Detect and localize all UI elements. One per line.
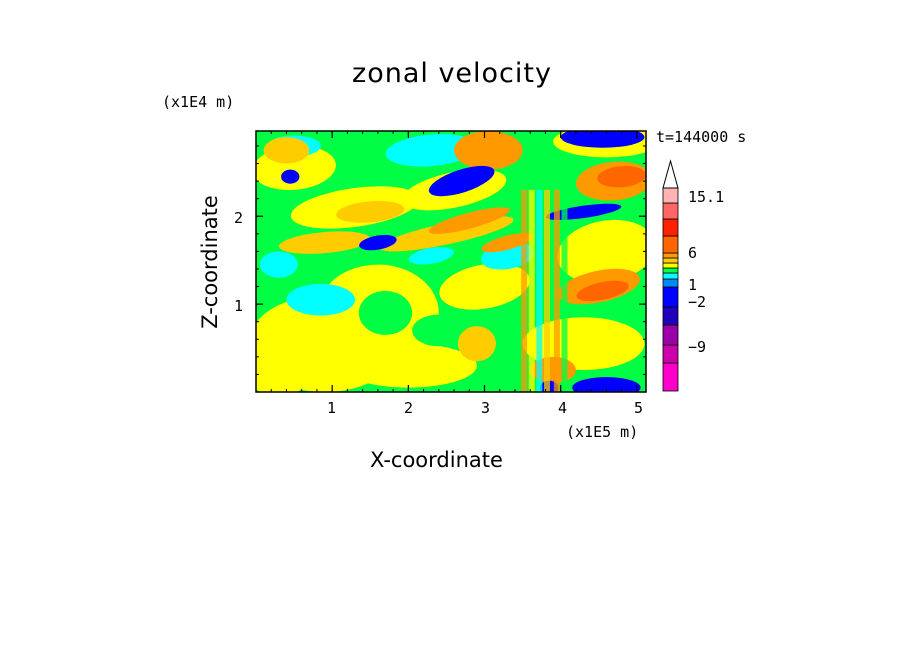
colorbar-label: −9 (688, 338, 707, 356)
contour-stripe (536, 189, 543, 392)
x-tick-label: 3 (481, 399, 491, 417)
timestamp-label: t=144000 s (656, 128, 747, 146)
contour-region (428, 165, 495, 197)
colorbar-swatch (662, 306, 679, 326)
contour-stripe (528, 189, 535, 392)
colorbar-swatch (662, 187, 679, 204)
contour-region (256, 352, 310, 392)
colorbar-swatch (662, 362, 679, 392)
colorbar-swatch (662, 272, 679, 280)
y-axis-multiplier: (x1E4 m) (162, 93, 235, 111)
contour-stripe (553, 189, 560, 392)
colorbar-swatch (662, 218, 679, 237)
y-tick-label: 2 (234, 209, 244, 227)
contour-region (439, 263, 530, 310)
y-tick-label: 1 (234, 297, 244, 315)
x-axis-label: X-coordinate (370, 448, 503, 472)
colorbar-label: 15.1 (688, 188, 725, 206)
contour-region (263, 137, 310, 164)
contour-region (597, 165, 646, 188)
contour-region (560, 131, 645, 148)
colorbar-label: 1 (688, 276, 698, 294)
contour-region (279, 231, 371, 254)
contour-region (522, 317, 645, 371)
axis-tick-marks (255, 131, 646, 392)
colorbar-swatch (662, 324, 679, 346)
contour-region (572, 377, 641, 392)
x-tick-label: 5 (634, 399, 644, 417)
colorbar-swatch (662, 257, 679, 264)
colorbar-arrow (662, 159, 679, 189)
contour-region (385, 134, 477, 167)
contour-region (286, 283, 356, 316)
colorbar-label: −2 (688, 293, 707, 311)
x-axis-multiplier: (x1E5 m) (566, 423, 639, 441)
contour-region (454, 131, 523, 170)
colorbar-swatch (662, 235, 679, 254)
contour-stripe (543, 189, 550, 392)
contour-region (281, 169, 300, 184)
colorbar-swatch (662, 202, 679, 220)
contour-region (359, 234, 397, 251)
colorbar-swatch (662, 344, 679, 364)
colorbar-swatch (662, 278, 679, 288)
plot-frame (255, 130, 647, 393)
contour-region (412, 314, 466, 347)
contour-region (428, 207, 510, 234)
contour-region (457, 326, 496, 362)
x-tick-label: 1 (327, 399, 337, 417)
chart-title: zonal velocity (352, 58, 552, 89)
colorbar-label: 6 (688, 244, 698, 262)
colorbar (662, 159, 679, 392)
colorbar-swatch (662, 286, 679, 308)
contour-region (336, 200, 405, 223)
contour-stripe (561, 189, 568, 392)
contour-region (339, 343, 477, 388)
x-tick-label: 2 (404, 399, 414, 417)
contour-region (358, 290, 413, 335)
contour-region (481, 232, 534, 253)
contour-region (408, 247, 454, 265)
contour-field (256, 131, 646, 392)
contour-region (259, 251, 298, 278)
contour-region (557, 219, 646, 283)
x-tick-label: 4 (558, 399, 568, 417)
colorbar-swatch (662, 267, 679, 274)
contour-region (576, 280, 629, 302)
colorbar-swatch (662, 262, 679, 269)
contour-stripe (521, 189, 528, 392)
colorbar-swatch (662, 252, 679, 259)
